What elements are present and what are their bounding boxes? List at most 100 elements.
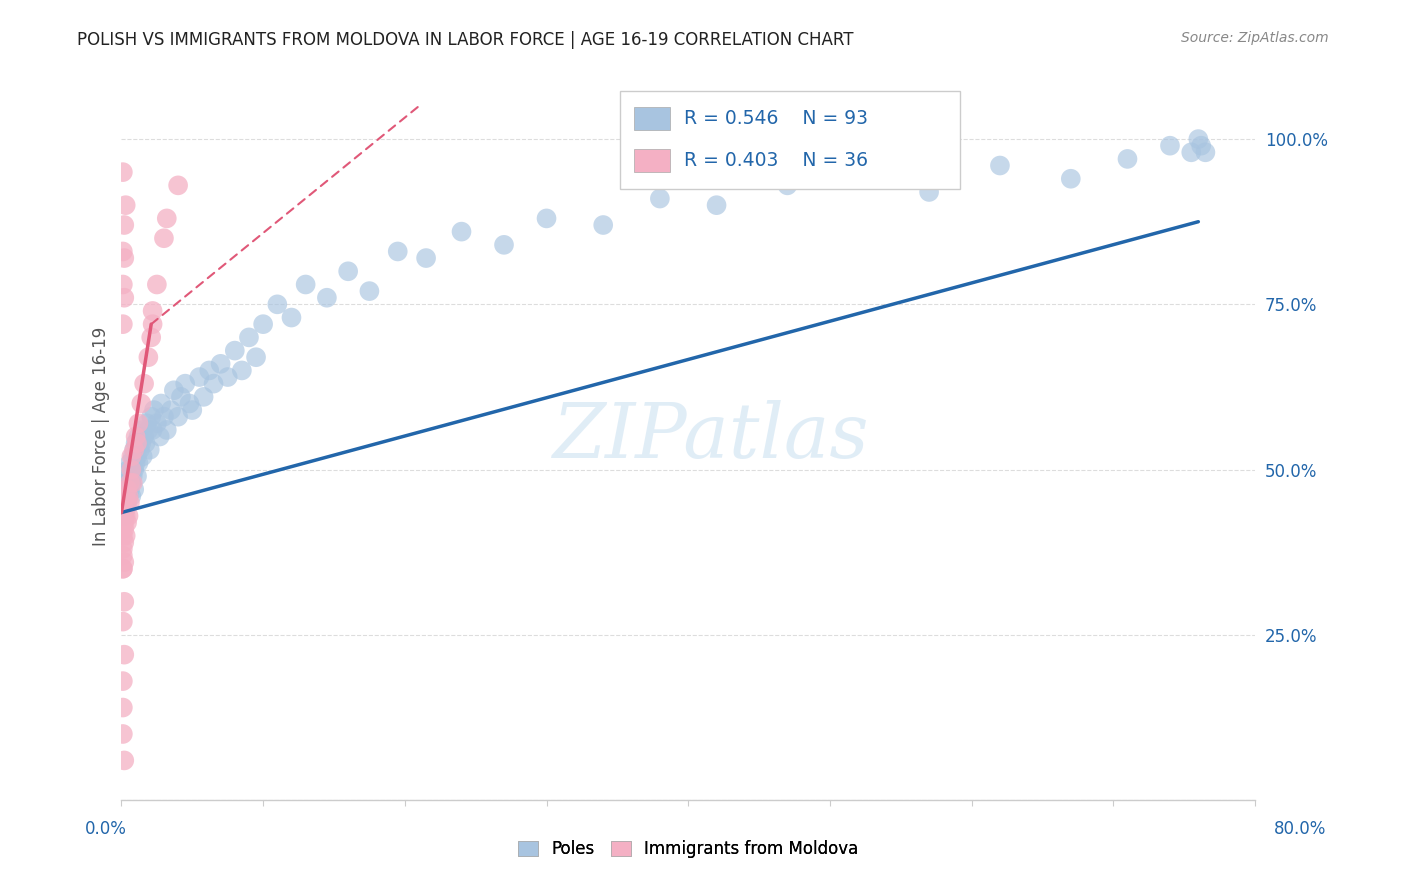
Point [776,178,799,193]
Text: ZIPatlas: ZIPatlas [553,400,869,474]
Point [316,291,339,305]
Point [167,178,190,193]
Point [592,218,614,232]
Point [153,231,176,245]
Point [125,450,148,464]
Point [114,475,136,490]
Point [121,469,143,483]
Point [170,390,193,404]
Text: 80.0%: 80.0% [1274,820,1327,838]
Point [266,297,288,311]
Point [111,674,134,689]
Point [114,489,136,503]
Point [294,277,316,292]
Point [139,442,162,457]
Legend: Poles, Immigrants from Moldova: Poles, Immigrants from Moldova [512,833,865,864]
Point [120,489,142,503]
Point [112,502,135,516]
Point [118,475,141,490]
Point [120,450,142,464]
Point [1180,145,1202,160]
Point [918,185,941,199]
Text: R = 0.546    N = 93: R = 0.546 N = 93 [683,110,868,128]
Point [111,562,134,576]
Point [156,211,179,226]
Point [112,595,135,609]
Point [117,508,139,523]
Point [245,350,267,364]
Y-axis label: In Labor Force | Age 16-19: In Labor Force | Age 16-19 [93,326,110,546]
Point [150,396,173,410]
Point [117,462,139,476]
Point [112,648,135,662]
Point [141,330,163,344]
Point [118,469,141,483]
Point [111,541,134,556]
Point [141,409,163,424]
Point [415,251,437,265]
Point [112,522,135,536]
Point [135,436,157,450]
Point [359,284,381,298]
Point [124,456,146,470]
Point [117,475,139,490]
Point [132,376,155,391]
Point [111,700,134,714]
Point [127,429,149,443]
Point [117,489,139,503]
Point [128,442,150,457]
Point [142,304,165,318]
Point [112,535,135,549]
Point [129,396,152,410]
Point [337,264,360,278]
Point [114,198,136,212]
Text: Source: ZipAtlas.com: Source: ZipAtlas.com [1181,31,1329,45]
Point [238,330,260,344]
Point [198,363,221,377]
Point [111,165,134,179]
Text: POLISH VS IMMIGRANTS FROM MOLDOVA IN LABOR FORCE | AGE 16-19 CORRELATION CHART: POLISH VS IMMIGRANTS FROM MOLDOVA IN LAB… [77,31,853,49]
Point [111,549,134,563]
Point [122,483,145,497]
Point [127,417,149,431]
Point [112,508,135,523]
Point [132,429,155,443]
Point [231,363,253,377]
Point [120,462,142,476]
Point [118,483,141,497]
Point [179,396,201,410]
Point [112,753,135,767]
Point [111,244,134,259]
Point [224,343,246,358]
Point [111,615,134,629]
Point [114,489,136,503]
Point [121,450,143,464]
Point [111,727,134,741]
Point [280,310,302,325]
Point [124,429,146,443]
Point [121,475,143,490]
Point [114,529,136,543]
Point [114,508,136,523]
Point [125,469,148,483]
Point [114,502,136,516]
Text: 0.0%: 0.0% [84,820,127,838]
Point [129,436,152,450]
Point [115,495,138,509]
Point [160,403,183,417]
Point [112,516,135,530]
Point [450,225,472,239]
Point [120,462,142,476]
Point [149,429,172,443]
Point [1116,152,1139,166]
Point [188,370,211,384]
Point [136,417,159,431]
Point [112,555,135,569]
Point [115,516,138,530]
Point [648,192,671,206]
Point [988,159,1011,173]
Point [131,423,153,437]
Point [111,562,134,576]
Point [122,442,145,457]
Point [115,495,138,509]
